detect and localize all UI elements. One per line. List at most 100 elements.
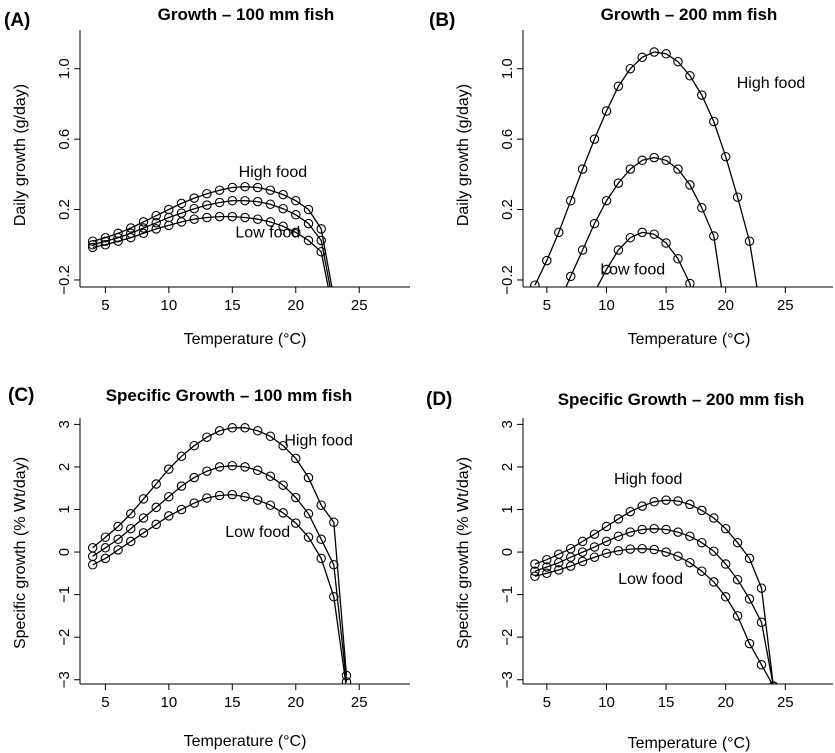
panel-c-series-low-point: [202, 493, 212, 503]
panel-d-x-tick-label: 25: [777, 694, 794, 711]
panel-d-series-high-point: [530, 559, 540, 569]
panel-a-series-mid-line: [92, 200, 331, 287]
panel-d-title: Specific Growth – 200 mm fish: [558, 390, 805, 409]
panel-c-series-high-point: [176, 451, 187, 462]
panel-d-series-mid-point: [601, 536, 612, 547]
panel-b-series-high-point: [613, 81, 624, 92]
panel-d-series-high-point: [589, 529, 600, 539]
panel-d-series-mid-point: [613, 531, 624, 542]
panel-d-series-mid-point: [720, 559, 731, 569]
panel-a-series-mid-point: [113, 232, 123, 243]
panel-c-series-low-point: [227, 489, 238, 500]
panel-d-series-high-point: [709, 513, 719, 523]
panel-d-annotation-high-food: High food: [614, 471, 683, 488]
panel-a-series-low-point: [252, 214, 263, 224]
panel-c-y-tick-label: 0: [56, 548, 73, 556]
panel-c-series-mid-point: [278, 480, 288, 490]
panel-d-series-high-point: [577, 536, 588, 547]
panel-c-series-low-point: [252, 495, 263, 505]
panel-a-series-mid-point: [138, 223, 149, 233]
panel-d-series-high-point: [673, 496, 683, 506]
panel-b-series-mid-point: [709, 231, 719, 241]
panel-a-series-mid-point: [303, 218, 314, 229]
panel-b-ylabel: Daily growth (g/day): [455, 84, 472, 226]
panel-d-series-high-point: [613, 514, 624, 524]
panel-a-series-mid-point: [330, 302, 338, 310]
panel-d-series-mid-point: [542, 562, 552, 572]
panel-d-series-high-point: [685, 499, 695, 510]
panel-b-series-low-point: [625, 232, 636, 243]
panel-c-series-mid-point: [113, 534, 123, 545]
panel-c-series-mid-point: [189, 472, 199, 483]
panel-b-y-tick-label: −0.2: [499, 265, 516, 295]
panel-c-series-high-point: [164, 464, 174, 474]
panel-d-series-low-point: [673, 551, 683, 562]
panel-a-title: Growth – 100 mm fish: [158, 5, 335, 24]
panel-d-series-low-point: [744, 638, 755, 649]
panel-a-y-tick-label: 1.0: [56, 58, 73, 79]
panel-a-series-low-point: [291, 227, 301, 238]
panel-a-series-high-point: [227, 182, 238, 193]
panel-a-series-high-point: [330, 293, 338, 301]
panel-a-y-tick-label: 0.6: [56, 129, 73, 150]
panel-d-series-high-point: [542, 554, 552, 565]
panel-a-letter: (A): [4, 10, 30, 31]
panel-c-series-mid-point: [329, 560, 339, 570]
panel-a-series-low-point: [126, 232, 136, 243]
panel-c-series-low-point: [214, 490, 225, 501]
panel-b-series-high-point: [661, 49, 671, 59]
panel-a-series-high-point: [214, 185, 225, 195]
panel-c-series-low-point: [113, 545, 123, 555]
panel-d-series-mid-point: [673, 527, 683, 537]
panel-c-series-high-point: [227, 423, 238, 433]
panel-b-x-tick-label: 15: [658, 297, 675, 314]
panel-c-series-high-point: [316, 500, 326, 510]
panel-c-series-high-point: [291, 453, 301, 464]
panel-a-series-low-point: [342, 346, 350, 354]
panel-c-series-high-point: [214, 426, 225, 436]
panel-a-series-low-point: [138, 228, 149, 239]
panel-b-series-high-point: [709, 116, 719, 127]
panel-b-series-low-point: [637, 227, 647, 238]
panel-b-series-high-point: [589, 134, 600, 144]
panel-b-series-mid-point: [637, 155, 647, 166]
panel-c-y-tick-label: −2: [56, 629, 73, 646]
panel-c-series-mid-point: [126, 523, 136, 534]
panel-c-series-mid-point: [214, 462, 225, 472]
panel-c-series-low-point: [265, 500, 276, 510]
panel-a-ylabel: Daily growth (g/day): [12, 84, 29, 226]
panel-b-plot: 5 10 15 20 25 −0.2 0.2 0.6 1.0 High food Low food: [499, 30, 833, 323]
panel-d-series-low-point: [769, 681, 778, 684]
panel-c-ylabel: Specific growth (% Wt/day): [12, 457, 29, 649]
panel-c-plot: 5 10 15 20 25 −3 −2 −1 0 1 2 3 High food Low food: [56, 418, 410, 711]
panel-b-annotation-low-food: Low food: [600, 262, 665, 279]
panel-b-series-high-point: [720, 151, 731, 162]
panel-b-series-mid-point: [625, 164, 636, 174]
panel-d-series-low-point: [732, 611, 743, 621]
panel-a-x-tick-label: 20: [287, 297, 304, 314]
panel-d-series-low-point: [756, 660, 767, 670]
panel-c-series-mid-point: [202, 466, 212, 476]
panel-b-series-high-point: [542, 255, 552, 266]
panel-a-series-high-point: [240, 181, 250, 192]
panel-a-series-low-point: [87, 242, 98, 253]
panel-a-series-low-point: [202, 212, 212, 223]
panel-d-series-mid-point: [554, 557, 564, 568]
panel-d-series-mid-point: [530, 566, 540, 576]
panel-a-series-high-point: [87, 236, 98, 246]
panel-c-y-tick-label: −1: [56, 586, 73, 603]
panel-b-series-mid-point: [555, 299, 563, 307]
panel-a-series-mid-point: [265, 199, 276, 210]
panel-b-series-low-point: [578, 315, 586, 323]
panel-d-series-mid-line: [534, 528, 774, 684]
panel-d-series-low-point: [685, 557, 695, 568]
panel-d-y-tick-label: 2: [499, 463, 516, 471]
panel-c-series-mid-point: [341, 677, 352, 684]
panel-d-y-tick-label: −2: [499, 629, 516, 646]
panel-b-series-mid-point: [697, 203, 707, 213]
panel-d-x-tick-label: 20: [717, 694, 734, 711]
panel-a-series-high-point: [176, 198, 187, 209]
panel-a-series-high-point: [100, 232, 111, 243]
panel-b-series-mid-point: [649, 152, 659, 163]
panel-c-series-high-point: [151, 479, 161, 489]
